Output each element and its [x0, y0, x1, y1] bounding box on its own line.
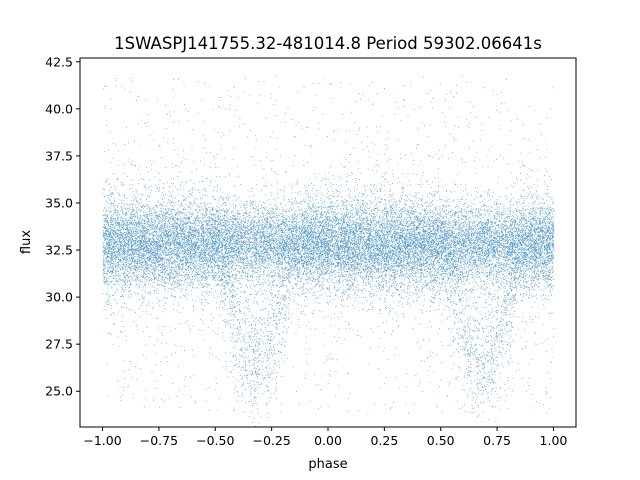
x-tick-label: 0.25: [370, 433, 398, 448]
x-tick-label: −0.75: [140, 433, 178, 448]
x-tick-label: −0.25: [252, 433, 290, 448]
y-axis: 25.0 27.5 30.0 32.5 35.0 37.5 40.0 42.5: [45, 54, 80, 399]
y-axis-label: flux: [19, 230, 34, 254]
scatter-points: [102, 74, 555, 427]
chart-title: 1SWASPJ141755.32-481014.8 Period 59302.0…: [114, 34, 542, 53]
flux-data-points: [102, 74, 555, 427]
y-tick-label: 35.0: [45, 195, 73, 210]
y-tick-label: 25.0: [45, 384, 73, 399]
x-tick-label: −1.00: [83, 433, 121, 448]
y-tick-label: 37.5: [45, 148, 73, 163]
x-tick-label: 1.00: [540, 433, 568, 448]
x-axis: −1.00 −0.75 −0.50 −0.25 0.00 0.25 0.50 0.75 1.00: [83, 427, 567, 448]
x-tick-label: 0.75: [483, 433, 511, 448]
y-tick-label: 42.5: [45, 54, 73, 69]
y-tick-label: 27.5: [45, 337, 73, 352]
y-tick-label: 32.5: [45, 243, 73, 258]
x-tick-label: −0.50: [196, 433, 234, 448]
y-tick-label: 30.0: [45, 290, 73, 305]
x-tick-label: 0.00: [314, 433, 342, 448]
x-axis-label: phase: [308, 457, 347, 472]
x-tick-label: 0.50: [427, 433, 455, 448]
y-tick-label: 40.0: [45, 101, 73, 116]
